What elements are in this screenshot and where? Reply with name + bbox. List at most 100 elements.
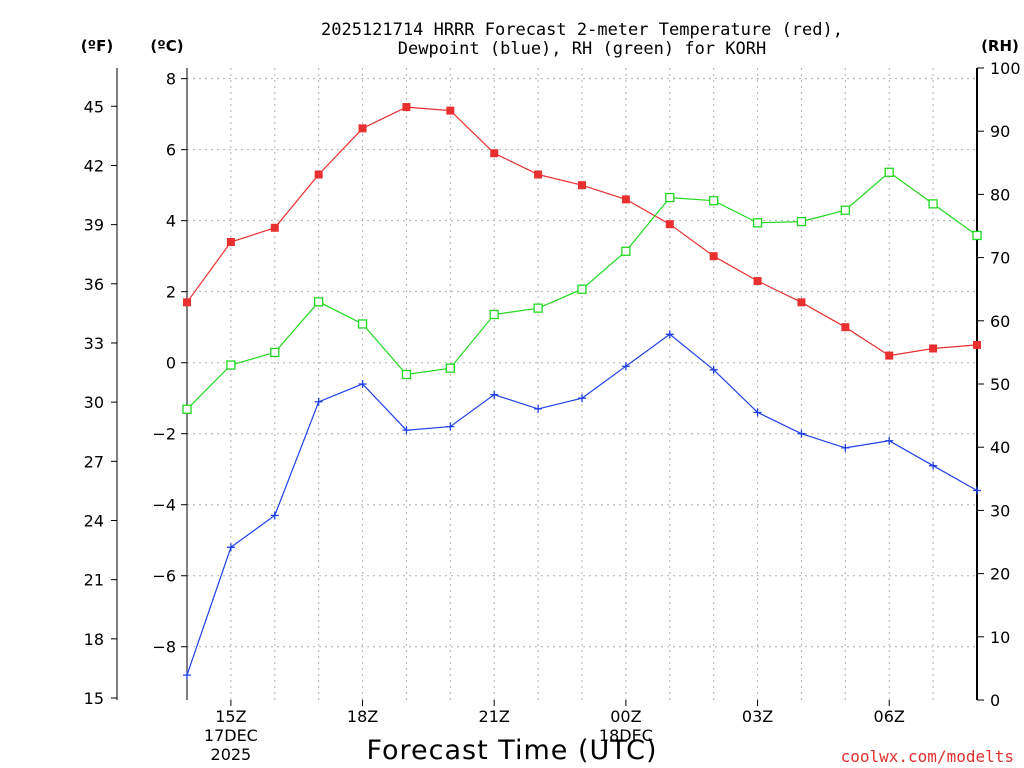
rh-point (357, 319, 368, 329)
celsius-tick-label: 0 (166, 354, 176, 373)
2-meter-temperature-point (578, 181, 586, 190)
fahrenheit-tick-label: 18 (84, 630, 104, 649)
dewpoint-point (226, 543, 235, 552)
x-tick-label: 18Z (347, 707, 378, 726)
dewpoint-point (621, 362, 630, 371)
rh-point (489, 309, 499, 320)
2-meter-temperature-point (753, 277, 762, 286)
fahrenheit-tick-label: 24 (84, 511, 104, 530)
dewpoint-point (314, 397, 323, 406)
celsius-tick-label: 4 (166, 212, 176, 231)
rh-point (445, 363, 455, 373)
rh-point (226, 360, 236, 370)
rh-point (665, 192, 675, 203)
rh-point (840, 205, 850, 215)
dewpoint-point (446, 422, 455, 431)
fahrenheit-tick-label: 30 (84, 393, 104, 412)
dewpoint-point (753, 408, 762, 417)
x-tick-label: 21Z (479, 707, 510, 726)
fahrenheit-tick-label: 45 (84, 97, 104, 116)
rh-point (709, 196, 719, 206)
dewpoint-point (709, 365, 718, 374)
rh-point (752, 218, 763, 228)
rh-tick-label: 70 (990, 249, 1010, 268)
rh-unit-label: (RH) (981, 37, 1019, 55)
dewpoint-point (534, 404, 543, 413)
2-meter-temperature-point (885, 351, 894, 360)
celsius-tick-label: −4 (152, 496, 176, 515)
celsius-tick-label: 8 (166, 70, 176, 89)
2-meter-temperature-point (402, 103, 411, 112)
2-meter-temperature-point (534, 170, 543, 179)
2-meter-temperature-point (183, 298, 191, 307)
2-meter-temperature-point (270, 223, 279, 232)
rh-tick-label: 10 (990, 628, 1010, 647)
2-meter-temperature-point (358, 124, 367, 133)
dewpoint-point (578, 394, 586, 403)
chart-title-line1: 2025121714 HRRR Forecast 2-meter Tempera… (321, 20, 843, 40)
fahrenheit-tick-label: 27 (84, 452, 104, 471)
dewpoint-point (270, 511, 279, 520)
rh-point (533, 303, 543, 313)
x-tick-label: 03Z (742, 707, 773, 726)
rh-point (314, 297, 324, 307)
rh-tick-label: 50 (990, 375, 1010, 394)
x-tick-label: 15Z (215, 707, 246, 726)
fahrenheit-tick-label: 21 (84, 571, 104, 590)
rh-tick-label: 0 (990, 691, 1000, 710)
rh-tick-label: 60 (990, 312, 1010, 331)
tick-labels: 86420−2−4−6−8454239363330272421181510090… (84, 59, 1021, 764)
rh-point (796, 216, 807, 227)
dewpoint-line (186, 333, 978, 676)
2-meter-temperature-point (841, 323, 850, 332)
dewpoint-point (358, 380, 367, 388)
x-tick-date-label: 18DEC (599, 726, 653, 745)
chart-title-line2: Dewpoint (blue), RH (green) for KORH (398, 39, 766, 59)
2-meter-temperature-point (709, 252, 718, 261)
rh-tick-label: 30 (990, 501, 1010, 520)
x-tick-label: 00Z (610, 707, 641, 726)
dewpoint-point (665, 330, 674, 339)
axes (111, 67, 984, 706)
rh-point (972, 230, 982, 241)
2-meter-temperature-point (226, 237, 235, 246)
fahrenheit-tick-label: 15 (84, 689, 104, 708)
rh-point (621, 246, 631, 256)
dewpoint-point (490, 390, 499, 399)
celsius-tick-label: −8 (152, 638, 176, 657)
fahrenheit-tick-label: 42 (84, 156, 104, 175)
rh-tick-label: 40 (990, 438, 1010, 457)
celsius-tick-label: −6 (152, 567, 176, 586)
celsius-tick-label: 6 (166, 141, 176, 160)
rh-point (401, 369, 412, 380)
rh-point (182, 404, 192, 414)
source-credit: coolwx.com/modelts (841, 747, 1014, 766)
2-meter-temperature-point (446, 106, 455, 115)
2-meter-temperature-point (665, 220, 674, 229)
2-meter-temperature-point (973, 340, 981, 349)
dewpoint-point (841, 443, 850, 452)
2-meter-temperature-point (797, 298, 806, 307)
fahrenheit-tick-label: 39 (84, 216, 104, 235)
celsius-unit-label: (ºC) (150, 37, 183, 55)
dewpoint-point (885, 436, 894, 445)
dewpoint-point (183, 671, 191, 680)
2-meter-temperature-point (314, 170, 323, 179)
2-meter-temperature-point (490, 149, 499, 158)
rh-point (928, 199, 938, 209)
gridlines (187, 68, 977, 700)
x-tick-year-label: 2025 (211, 745, 252, 764)
dewpoint-point (402, 426, 411, 435)
fahrenheit-unit-label: (ºF) (81, 37, 113, 55)
data-series (182, 103, 982, 680)
rh-tick-label: 90 (990, 122, 1010, 141)
rh-tick-label: 20 (990, 565, 1010, 584)
rh-point (577, 284, 587, 294)
dewpoint-point (797, 429, 806, 438)
rh-point (884, 167, 894, 177)
celsius-tick-label: −2 (152, 425, 176, 444)
fahrenheit-tick-label: 33 (84, 334, 104, 353)
x-tick-date-label: 17DEC (204, 726, 258, 745)
2-meter-temperature-point (929, 344, 938, 353)
